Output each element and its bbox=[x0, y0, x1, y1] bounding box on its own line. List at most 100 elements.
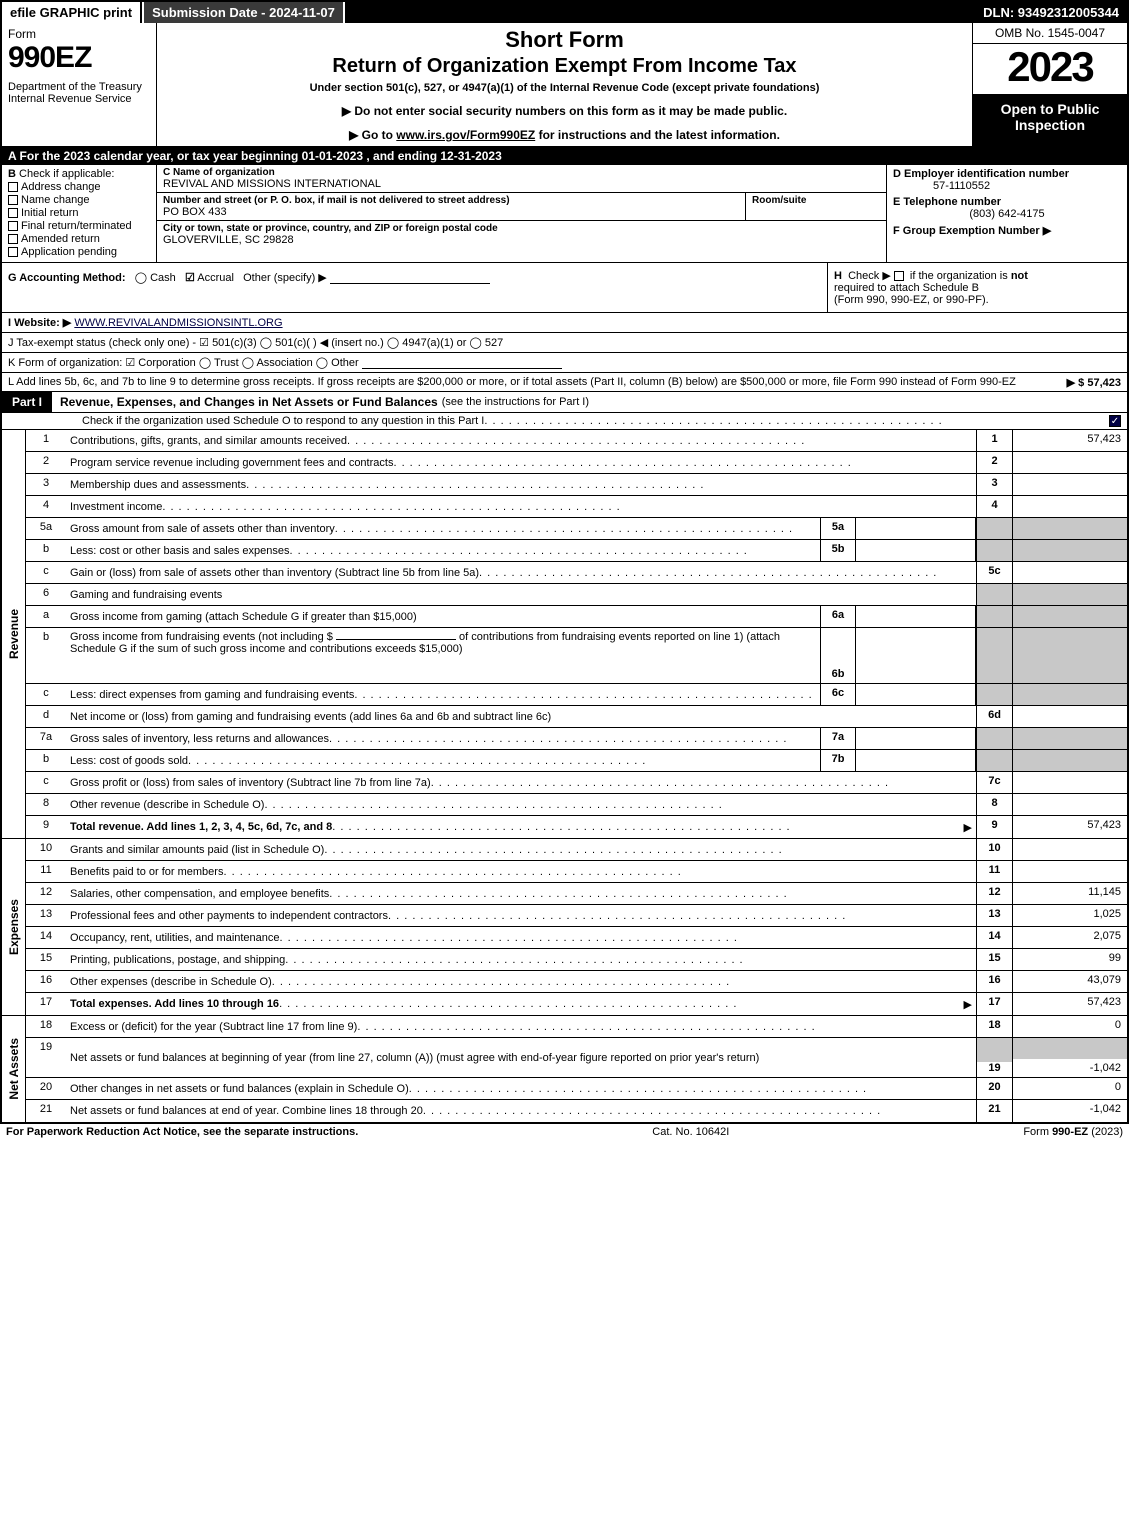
line-desc: Total expenses. Add lines 10 through 16 bbox=[70, 998, 279, 1010]
footer-right: Form 990-EZ (2023) bbox=[1023, 1126, 1123, 1138]
checkbox-icon[interactable] bbox=[894, 271, 904, 281]
line-7b: b Less: cost of goods sold 7b bbox=[26, 750, 1127, 772]
g-other: Other (specify) ▶ bbox=[243, 272, 327, 284]
box-val-wrap: -1,042 bbox=[1012, 1038, 1127, 1077]
room-cell: Room/suite bbox=[746, 193, 886, 220]
phone-value: (803) 642-4175 bbox=[893, 208, 1121, 220]
line-5b: b Less: cost or other basis and sales ex… bbox=[26, 540, 1127, 562]
website-link[interactable]: WWW.REVIVALANDMISSIONSINTL.ORG bbox=[74, 317, 282, 329]
arrow-icon: ▶ bbox=[964, 998, 972, 1011]
line-desc: Gaming and fundraising events bbox=[70, 589, 222, 601]
box-val bbox=[1012, 562, 1127, 583]
other-specify-blank bbox=[330, 283, 490, 284]
line-num: 11 bbox=[26, 861, 66, 882]
h-label: H bbox=[834, 270, 842, 282]
footer-rt-post: (2023) bbox=[1088, 1126, 1123, 1138]
checkbox-icon[interactable] bbox=[8, 221, 18, 231]
e-phone: E Telephone number (803) 642-4175 bbox=[893, 196, 1121, 220]
inner-val bbox=[856, 628, 976, 683]
line-desc: Total revenue. Add lines 1, 2, 3, 4, 5c,… bbox=[70, 821, 332, 833]
line-num: 1 bbox=[26, 430, 66, 451]
box-num: 9 bbox=[976, 816, 1012, 838]
line-desc: Net income or (loss) from gaming and fun… bbox=[70, 711, 551, 723]
arrow-icon: ▶ bbox=[964, 821, 972, 834]
line-num: b bbox=[26, 540, 66, 561]
l-text: L Add lines 5b, 6c, and 7b to line 9 to … bbox=[8, 376, 1016, 388]
line-num: 9 bbox=[26, 816, 66, 838]
checkbox-icon[interactable] bbox=[8, 208, 18, 218]
inner-num: 6c bbox=[820, 684, 856, 705]
box-val: 0 bbox=[1012, 1078, 1127, 1099]
box-num-grey bbox=[976, 606, 1012, 627]
line-6d: d Net income or (loss) from gaming and f… bbox=[26, 706, 1127, 728]
footer-rt-pre: Form bbox=[1023, 1126, 1052, 1138]
box-val: 2,075 bbox=[1012, 927, 1127, 948]
blank-underscore bbox=[336, 639, 456, 640]
line-20: 20 Other changes in net assets or fund b… bbox=[26, 1078, 1127, 1100]
part1-rest: (see the instructions for Part I) bbox=[438, 396, 589, 408]
schedule-o-checkbox[interactable] bbox=[1109, 415, 1121, 427]
line-desc: Other expenses (describe in Schedule O) bbox=[70, 976, 272, 988]
line-desc: Professional fees and other payments to … bbox=[70, 910, 388, 922]
line-6c: c Less: direct expenses from gaming and … bbox=[26, 684, 1127, 706]
b-check-if: Check if applicable: bbox=[19, 168, 114, 180]
box-num-grey bbox=[976, 540, 1012, 561]
box-val: 1,025 bbox=[1012, 905, 1127, 926]
checkbox-icon[interactable] bbox=[8, 234, 18, 244]
ein-value: 57-1110552 bbox=[893, 180, 1121, 192]
street-cell: Number and street (or P. O. box, if mail… bbox=[157, 193, 746, 220]
box-num: 21 bbox=[976, 1100, 1012, 1122]
revenue-lines: 1 Contributions, gifts, grants, and simi… bbox=[26, 430, 1127, 838]
line-num: 15 bbox=[26, 949, 66, 970]
line-num: 4 bbox=[26, 496, 66, 517]
box-val: 57,423 bbox=[1012, 430, 1127, 451]
part1-sub: Check if the organization used Schedule … bbox=[2, 413, 1127, 430]
row-i-website: I Website: ▶ WWW.REVIVALANDMISSIONSINTL.… bbox=[2, 313, 1127, 333]
line-num: b bbox=[26, 628, 66, 683]
opt-label: Application pending bbox=[21, 246, 117, 258]
irs-link[interactable]: www.irs.gov/Form990EZ bbox=[396, 128, 535, 142]
k-text: K Form of organization: ☑ Corporation ◯ … bbox=[8, 357, 359, 369]
goto-post: for instructions and the latest informat… bbox=[535, 128, 780, 142]
box-num: 4 bbox=[976, 496, 1012, 517]
dept-treasury: Department of the Treasury Internal Reve… bbox=[8, 81, 150, 105]
h-text3: required to attach Schedule B bbox=[834, 282, 979, 294]
city-label: City or town, state or province, country… bbox=[163, 223, 880, 234]
efile-print-label[interactable]: efile GRAPHIC print bbox=[2, 2, 142, 23]
line-1: 1 Contributions, gifts, grants, and simi… bbox=[26, 430, 1127, 452]
line-num: 18 bbox=[26, 1016, 66, 1037]
section-b: B Check if applicable: Address change Na… bbox=[2, 165, 157, 262]
box-num: 3 bbox=[976, 474, 1012, 495]
footer-left: For Paperwork Reduction Act Notice, see … bbox=[6, 1126, 358, 1138]
checkbox-icon[interactable] bbox=[8, 182, 18, 192]
room-label: Room/suite bbox=[752, 195, 880, 206]
box-val: 11,145 bbox=[1012, 883, 1127, 904]
box-val bbox=[1012, 496, 1127, 517]
box-num-grey bbox=[976, 518, 1012, 539]
inner-num: 7b bbox=[820, 750, 856, 771]
section-g: G Accounting Method: ◯ Cash ☑ Accrual Ot… bbox=[2, 263, 827, 312]
side-text: Net Assets bbox=[7, 1038, 21, 1100]
checkbox-icon[interactable] bbox=[8, 247, 18, 257]
box-val: -1,042 bbox=[1012, 1100, 1127, 1122]
e-label: E Telephone number bbox=[893, 196, 1121, 208]
opt-label: Name change bbox=[21, 194, 90, 206]
line-8: 8 Other revenue (describe in Schedule O)… bbox=[26, 794, 1127, 816]
l-amount: ▶ $ 57,423 bbox=[1067, 376, 1121, 389]
box-num: 10 bbox=[976, 839, 1012, 860]
street-value: PO BOX 433 bbox=[163, 206, 739, 218]
box-val bbox=[1012, 452, 1127, 473]
line-15: 15 Printing, publications, postage, and … bbox=[26, 949, 1127, 971]
box-val-grey bbox=[1012, 606, 1127, 627]
checkmark-icon: ☑ bbox=[185, 272, 195, 284]
row-l-gross-receipts: L Add lines 5b, 6c, and 7b to line 9 to … bbox=[2, 373, 1127, 392]
form-word: Form bbox=[8, 27, 150, 41]
org-name-row: C Name of organization REVIVAL AND MISSI… bbox=[157, 165, 886, 193]
form-header: Form 990EZ Department of the Treasury In… bbox=[2, 23, 1127, 147]
inner-val bbox=[856, 518, 976, 539]
expenses-side-label: Expenses bbox=[2, 839, 26, 1015]
box-num: 20 bbox=[976, 1078, 1012, 1099]
omb-number: OMB No. 1545-0047 bbox=[973, 23, 1127, 44]
checkbox-icon[interactable] bbox=[8, 195, 18, 205]
line-desc: Less: cost of goods sold bbox=[70, 755, 188, 767]
